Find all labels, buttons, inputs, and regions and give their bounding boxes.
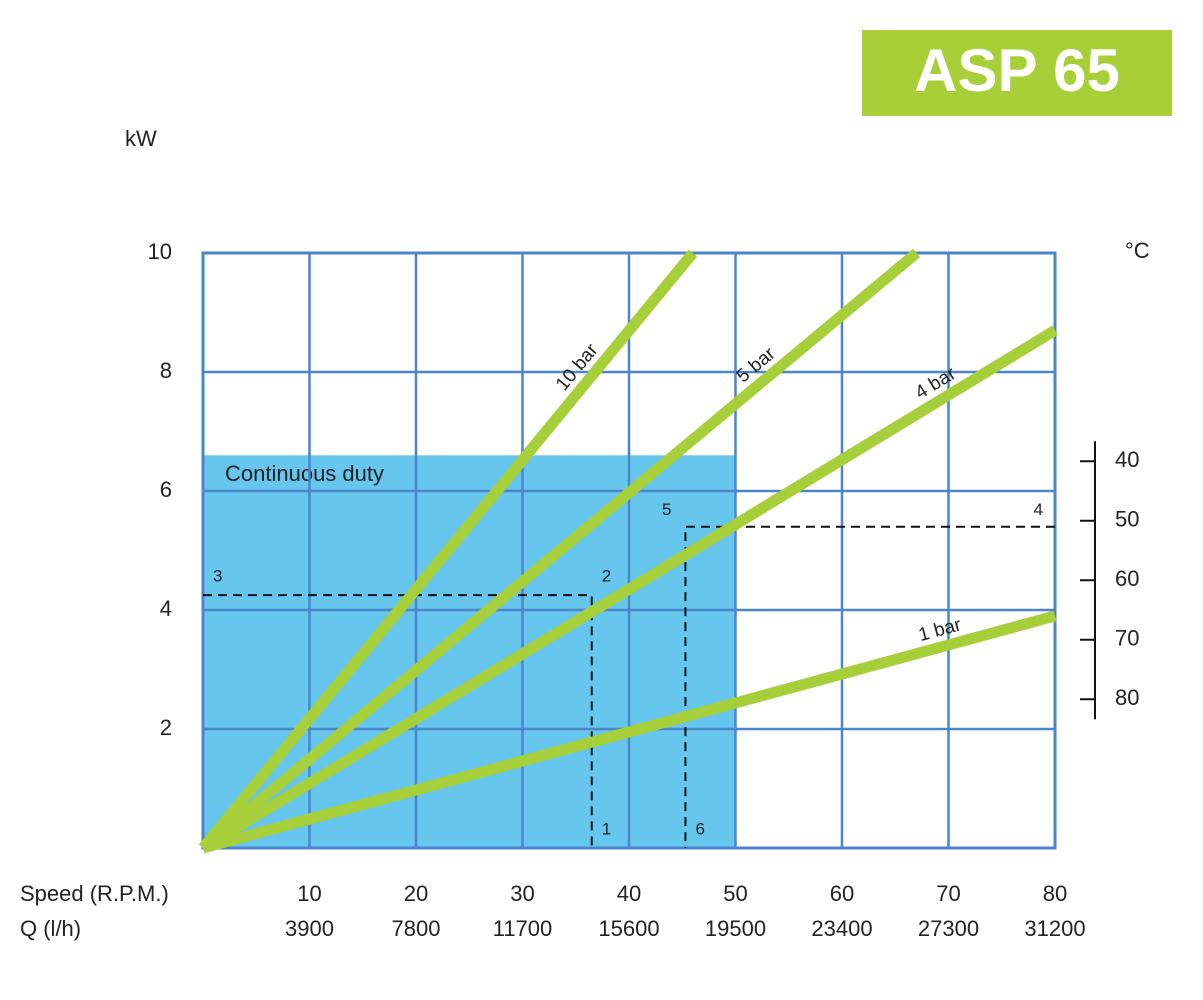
marker-label: 5 bbox=[662, 500, 671, 519]
x-tick-label: 50 bbox=[723, 881, 747, 906]
y-tick-label: 6 bbox=[160, 477, 172, 502]
y-tick-label: 10 bbox=[148, 239, 172, 264]
region-label: Continuous duty bbox=[225, 461, 384, 486]
x2-axis-label: Q (l/h) bbox=[20, 916, 81, 941]
guide-line bbox=[203, 594, 593, 848]
badge-box bbox=[862, 30, 1172, 116]
marker-label: 1 bbox=[602, 819, 611, 838]
x2-tick-label: 23400 bbox=[811, 916, 872, 941]
y2-tick-label: 50 bbox=[1115, 507, 1139, 532]
x2-tick-label: 7800 bbox=[392, 916, 441, 941]
line bbox=[199, 248, 921, 853]
x2-tick-label: 27300 bbox=[918, 916, 979, 941]
y2-tick-label: 40 bbox=[1115, 447, 1139, 472]
region bbox=[203, 455, 736, 848]
x-tick-label: 60 bbox=[830, 881, 854, 906]
x-tick-label: 70 bbox=[936, 881, 960, 906]
guide-line bbox=[684, 525, 1055, 848]
line bbox=[200, 325, 1058, 853]
x2-tick-label: 19500 bbox=[705, 916, 766, 941]
x-tick-label: 40 bbox=[617, 881, 641, 906]
y-tick-label: 2 bbox=[160, 715, 172, 740]
x-axis-label: Speed (R.P.M.) bbox=[20, 881, 169, 906]
y-tick-label: 4 bbox=[160, 596, 172, 621]
marker-label: 3 bbox=[213, 567, 222, 586]
x-tick-label: 30 bbox=[510, 881, 534, 906]
x2-tick-label: 15600 bbox=[598, 916, 659, 941]
x2-tick-label: 3900 bbox=[285, 916, 334, 941]
x-tick-label: 80 bbox=[1043, 881, 1067, 906]
y2-tick-label: 60 bbox=[1115, 566, 1139, 591]
line bbox=[198, 249, 698, 852]
x2-tick-label: 11700 bbox=[493, 916, 553, 941]
marker-label: 6 bbox=[695, 819, 704, 838]
plot-border bbox=[201, 251, 1057, 850]
y-axis-label: kW bbox=[125, 126, 157, 151]
y2-tick-label: 70 bbox=[1115, 626, 1139, 651]
x-tick-label: 10 bbox=[297, 881, 321, 906]
x2-tick-label: 31200 bbox=[1024, 916, 1085, 941]
line bbox=[201, 610, 1057, 854]
y2-axis-label: °C bbox=[1125, 238, 1150, 263]
badge: ASP 65 bbox=[914, 37, 1120, 104]
marker-label: 2 bbox=[602, 567, 611, 586]
y-tick-label: 8 bbox=[160, 358, 172, 383]
y2-tick-label: 80 bbox=[1115, 685, 1139, 710]
marker-label: 4 bbox=[1034, 500, 1043, 519]
x-tick-label: 20 bbox=[404, 881, 428, 906]
